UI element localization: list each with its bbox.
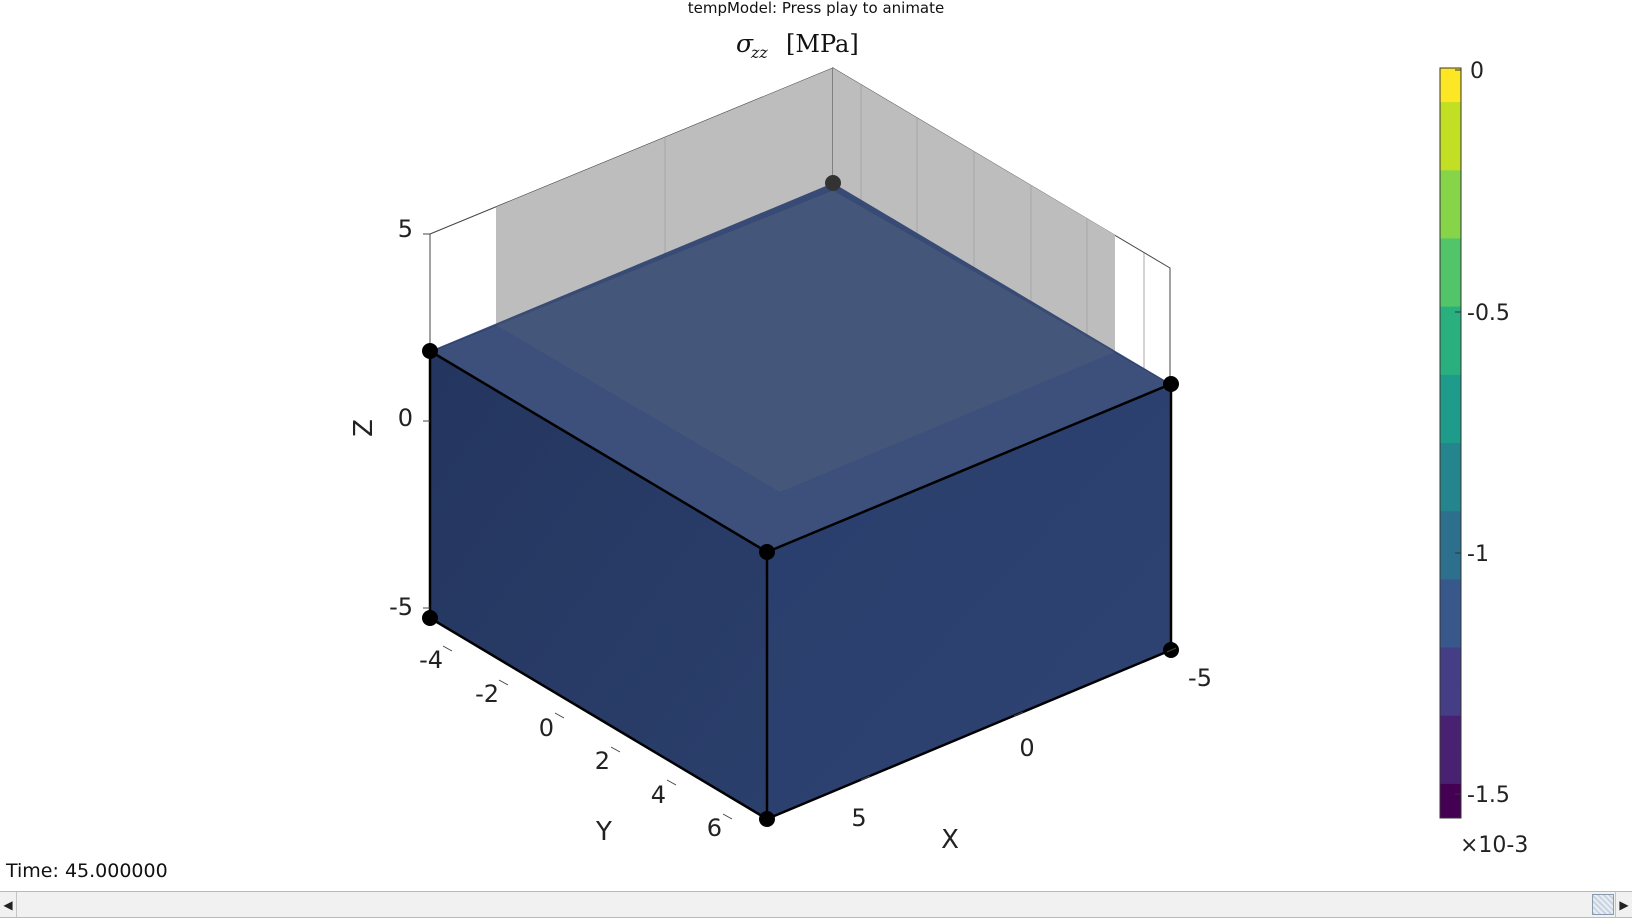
- colorbar-bands: [1440, 68, 1461, 819]
- y-tick-label: -2: [475, 680, 499, 708]
- triangle-right-icon[interactable]: ▶: [1615, 892, 1632, 917]
- slider-track[interactable]: [17, 893, 1615, 916]
- x-tick-label: -5: [1188, 664, 1212, 692]
- box-face-left: [430, 351, 767, 819]
- colorbar-band: [1440, 443, 1461, 478]
- colorbar-band: [1440, 511, 1461, 546]
- x-axis-label: X: [941, 825, 959, 855]
- colorbar-band: [1440, 102, 1461, 137]
- x-axis: -5 0 5 X: [851, 647, 1212, 855]
- colorbar-exponent-label: ×10-3: [1460, 833, 1528, 858]
- y-tick-label: 4: [651, 781, 666, 809]
- colorbar-band: [1440, 408, 1461, 444]
- svg-text:σ: σ: [736, 29, 754, 58]
- colorbar-band: [1440, 783, 1461, 819]
- colorbar-tick-label: -1: [1467, 542, 1489, 567]
- colorbar-band: [1440, 306, 1461, 342]
- colorbar-band: [1440, 681, 1461, 717]
- time-slider[interactable]: ◀ ▶: [0, 891, 1632, 918]
- colorbar-band: [1440, 374, 1461, 410]
- y-tick-label: -4: [419, 646, 443, 674]
- time-label: Time: 45.000000: [6, 860, 168, 882]
- z-tick-label: 0: [398, 404, 413, 432]
- axes-back-walls: [429, 67, 1171, 385]
- colorbar-band: [1440, 238, 1461, 274]
- colorbar-tick-label: -1.5: [1467, 783, 1510, 808]
- colorbar-band: [1440, 579, 1461, 614]
- svg-text:zz: zz: [750, 43, 768, 62]
- colorbar-band: [1440, 613, 1461, 649]
- y-tick-label: 0: [539, 714, 554, 742]
- y-axis: -4 -2 0 2 4 6 Y: [419, 645, 733, 847]
- colorbar-band: [1440, 749, 1461, 785]
- colorbar-band: [1440, 477, 1461, 512]
- colorbar-band: [1440, 68, 1461, 103]
- colorbar-band: [1440, 545, 1461, 580]
- plot-title: σ zz [MPa]: [736, 29, 859, 62]
- slider-thumb[interactable]: [1592, 894, 1614, 915]
- x-tick-label: 5: [851, 804, 866, 832]
- z-axis: 5 0 -5 Z: [349, 215, 430, 621]
- z-axis-label: Z: [349, 419, 379, 437]
- colorbar-band: [1440, 136, 1461, 171]
- z-tick-label: -5: [389, 593, 413, 621]
- colorbar-band: [1440, 340, 1461, 376]
- y-axis-label: Y: [595, 817, 612, 847]
- triangle-left-icon[interactable]: ◀: [0, 892, 17, 917]
- z-tick-label: 5: [398, 215, 413, 243]
- box-nodes: [422, 175, 1179, 827]
- colorbar: 0 -0.5 -1 -1.5 ×10-3: [1439, 59, 1528, 858]
- colorbar-band: [1440, 170, 1461, 205]
- colorbar-band: [1440, 715, 1461, 751]
- colorbar-band: [1440, 204, 1461, 239]
- box-top-translucent: [496, 190, 1115, 492]
- solid-box: [422, 175, 1179, 827]
- window-title: tempModel: Press play to animate: [687, 0, 945, 17]
- box-edges: [428, 349, 1173, 821]
- colorbar-band: [1440, 647, 1461, 683]
- x-tick-label: 0: [1019, 734, 1034, 762]
- y-tick-label: 6: [707, 814, 722, 842]
- colorbar-band: [1440, 272, 1461, 308]
- colorbar-tick-label: -0.5: [1467, 301, 1510, 326]
- colorbar-tick-label: 0: [1470, 59, 1484, 84]
- y-tick-label: 2: [595, 747, 610, 775]
- box-face-right: [767, 384, 1171, 819]
- svg-text:[MPa]: [MPa]: [786, 30, 859, 58]
